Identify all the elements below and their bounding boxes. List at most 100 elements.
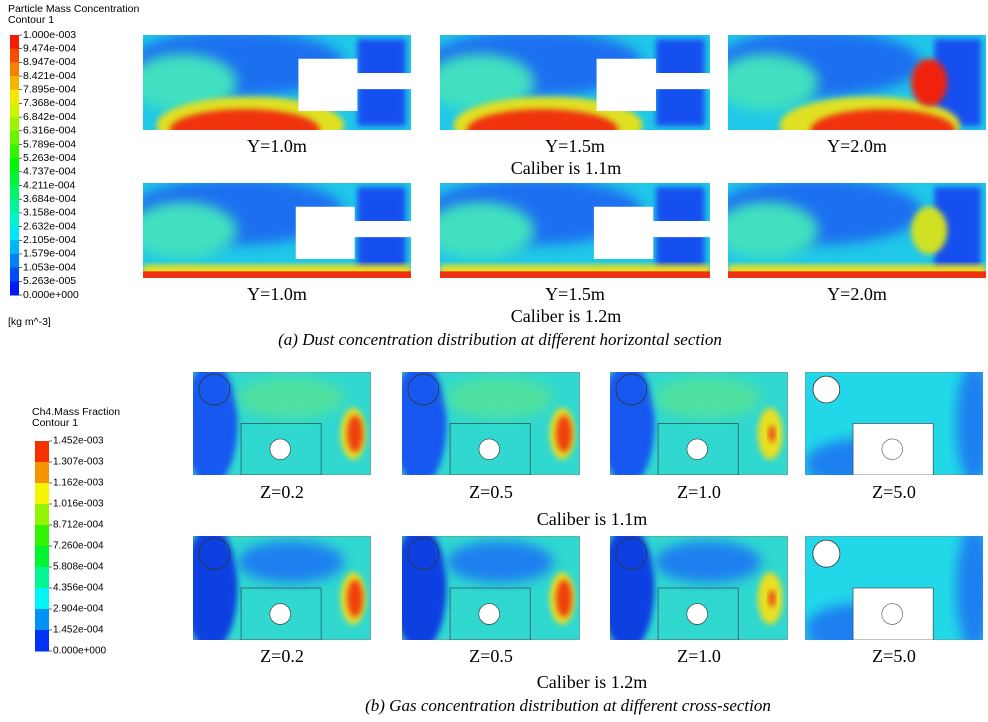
colorbar-band <box>35 567 49 589</box>
duct <box>813 376 840 403</box>
colorbar-label: 4.737e-004 <box>23 166 76 178</box>
plot-label: Z=0.5 <box>469 482 513 502</box>
obstacle <box>270 439 291 460</box>
colorbar-band <box>10 117 19 131</box>
colorbar-band <box>10 268 19 282</box>
colorbar-label: 8.947e-004 <box>23 56 76 68</box>
contour-region <box>728 271 986 278</box>
colorbar-band <box>35 525 49 547</box>
obstacle <box>352 73 419 89</box>
plot-label: Z=0.2 <box>260 646 304 666</box>
contour-plot <box>601 526 788 651</box>
plot-label: Y=1.5m <box>545 136 605 156</box>
colorbar-band <box>35 609 49 631</box>
colorbar-label: 8.421e-004 <box>23 70 76 82</box>
contour-plot <box>184 526 371 651</box>
colorbar-band <box>35 588 49 610</box>
colorbar-label: 1.053e-004 <box>23 261 76 273</box>
panel-caption: (b) Gas concentration distribution at di… <box>365 696 771 715</box>
row-caption: Caliber is 1.2m <box>511 306 622 326</box>
contour-region <box>393 362 446 486</box>
contour-region <box>768 426 775 442</box>
colorbar-label: 2.632e-004 <box>23 220 76 232</box>
row-caption: Caliber is 1.1m <box>511 158 622 178</box>
contour-region <box>447 377 554 418</box>
colorbar-band <box>10 90 19 104</box>
contour-region <box>655 377 762 418</box>
obstacle <box>687 439 708 460</box>
colorbar-label: 8.712e-004 <box>53 520 104 531</box>
contour-region <box>715 202 818 259</box>
colorbar-band <box>10 281 19 295</box>
contour-region <box>447 541 554 583</box>
colorbar-band <box>10 172 19 186</box>
contour-region <box>601 362 654 486</box>
colorbar-label: 0.000e+000 <box>23 289 79 301</box>
contour-region <box>715 54 818 111</box>
legend-subtitle: Contour 1 <box>32 417 78 429</box>
colorbar-band <box>10 213 19 227</box>
plot-label: Z=5.0 <box>872 646 916 666</box>
colorbar-label: 1.579e-004 <box>23 248 76 260</box>
contour-region <box>184 526 237 651</box>
contour-plot <box>130 178 417 278</box>
obstacle <box>648 221 716 237</box>
obstacle <box>479 604 500 625</box>
obstacle <box>349 221 416 237</box>
colorbar-band <box>35 546 49 568</box>
plot-label: Z=1.0 <box>677 646 721 666</box>
plot-label: Z=0.2 <box>260 482 304 502</box>
contour-region <box>556 415 572 452</box>
contour-plot <box>393 362 580 486</box>
contour-region <box>347 580 363 617</box>
contour-region <box>238 377 345 418</box>
contour-region <box>440 271 710 278</box>
obstacle <box>479 439 500 460</box>
plot-label: Y=1.0m <box>247 136 307 156</box>
colorbar-label: 7.260e-004 <box>53 541 104 552</box>
colorbar-band <box>35 441 49 463</box>
plot-label: Y=1.5m <box>545 284 605 304</box>
colorbar-label: 0.000e+000 <box>53 646 107 657</box>
colorbar-label: 4.211e-004 <box>23 179 76 191</box>
contour-region <box>184 362 237 486</box>
colorbar-label: 1.452e-004 <box>53 625 104 636</box>
row-caption: Caliber is 1.2m <box>537 672 648 692</box>
colorbar-label: 6.842e-004 <box>23 111 76 123</box>
colorbar-band <box>10 144 19 158</box>
figure: Particle Mass Concentration Contour 1 [k… <box>0 0 988 722</box>
obstacle <box>882 604 903 625</box>
colorbar-band <box>10 240 19 254</box>
plot-label: Z=5.0 <box>872 482 916 502</box>
contour-region <box>911 59 947 107</box>
plot-label: Y=2.0m <box>827 284 887 304</box>
contour-region <box>655 541 762 583</box>
contour-region <box>143 271 411 278</box>
contour-region <box>556 580 572 617</box>
colorbar-band <box>10 76 19 90</box>
contour-plot <box>601 362 788 486</box>
colorbar-band <box>35 630 49 652</box>
plot-label: Y=2.0m <box>827 136 887 156</box>
obstacle <box>597 59 656 111</box>
obstacle <box>687 604 708 625</box>
colorbar-band <box>10 62 19 76</box>
colorbar-label: 2.904e-004 <box>53 604 104 615</box>
contour-plot <box>715 178 986 278</box>
colorbar-band <box>10 227 19 241</box>
colorbar-label: 7.368e-004 <box>23 97 76 109</box>
colorbar-label: 1.016e-003 <box>53 499 104 510</box>
colorbar-band <box>35 483 49 505</box>
obstacle <box>651 73 719 89</box>
contour-region <box>393 526 446 651</box>
colorbar-label: 1.162e-003 <box>53 478 104 489</box>
colorbar-label: 9.474e-004 <box>23 42 76 54</box>
plot-label: Z=1.0 <box>677 482 721 502</box>
colorbar-label: 4.356e-004 <box>53 583 104 594</box>
contour-plot <box>393 526 580 651</box>
colorbar-label: 5.808e-004 <box>53 562 104 573</box>
colorbar-label: 1.452e-003 <box>53 436 104 447</box>
colorbar-band <box>10 158 19 172</box>
duct <box>813 540 840 567</box>
contour-region <box>427 202 535 259</box>
